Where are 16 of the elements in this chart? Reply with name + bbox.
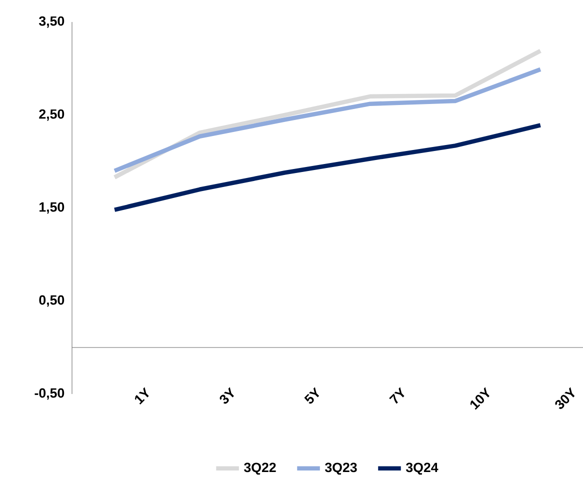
- x-tick-label: 1Y: [134, 387, 149, 404]
- y-tick-label: 0,50: [39, 295, 64, 307]
- line-series: [112, 67, 543, 173]
- x-tick-label: 30Y: [555, 387, 575, 409]
- legend-label: 3Q22: [244, 462, 276, 475]
- legend-label: 3Q24: [406, 462, 438, 475]
- y-tick-label: 2,50: [39, 109, 64, 121]
- y-tick-label: 3,50: [38, 16, 64, 28]
- line-series: [112, 123, 543, 212]
- x-tick-label: 3Y: [220, 387, 234, 404]
- legend-label: 3Q23: [325, 462, 357, 475]
- line-series: [112, 48, 543, 180]
- x-tick-label: 7Y: [389, 387, 404, 404]
- x-tick-label: 5Y: [304, 387, 320, 404]
- y-tick-label: -0,50: [34, 388, 64, 400]
- y-tick-label: 1,50: [40, 202, 64, 214]
